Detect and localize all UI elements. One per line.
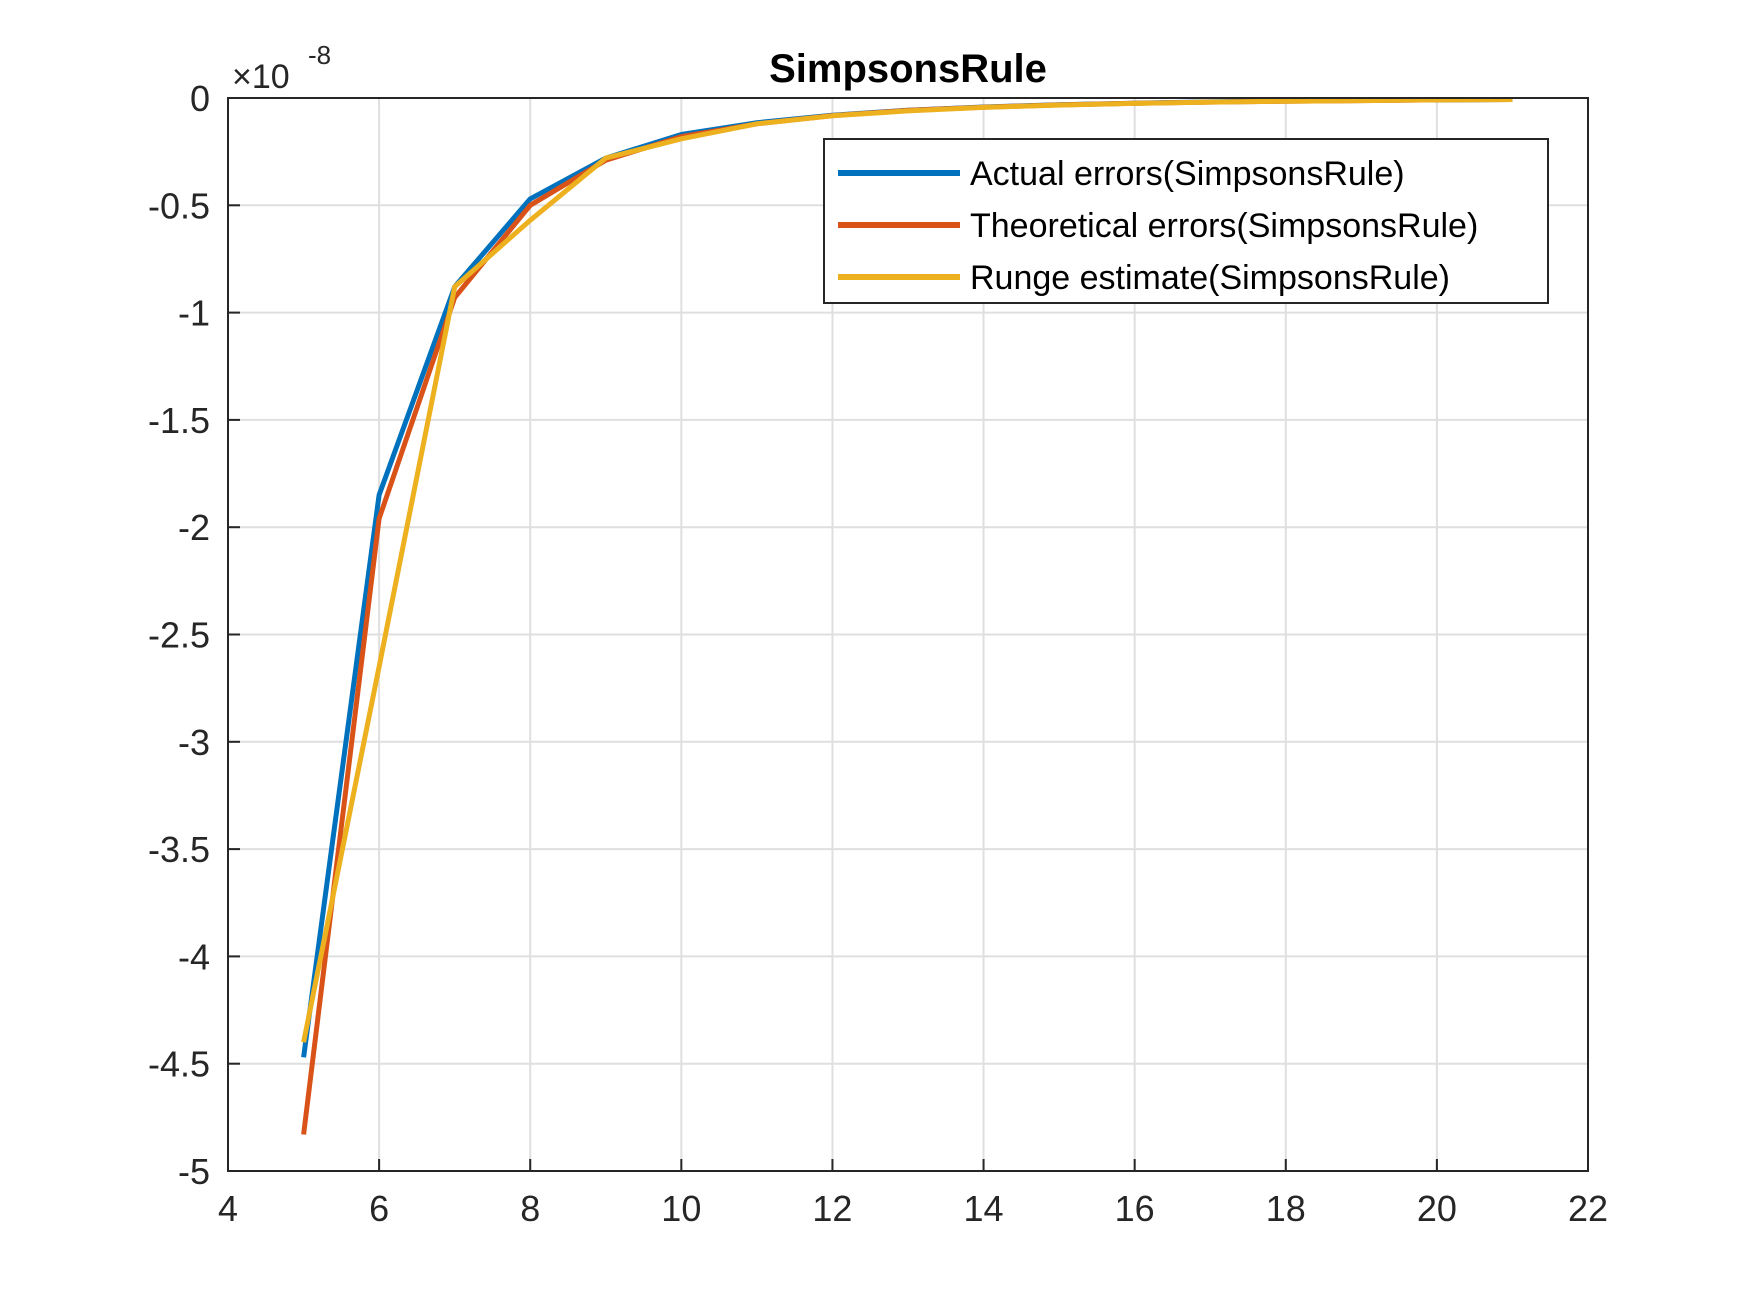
series-line-3 [301, 97, 1513, 1043]
legend: Actual errors(SimpsonsRule) Theoretical e… [823, 138, 1549, 304]
y-exponent-label: ×10 -8 [232, 40, 331, 96]
y-exponent-base: ×10 [232, 58, 290, 96]
chart-title: SimpsonsRule [769, 47, 1047, 91]
x-tick-label: 8 [520, 1188, 540, 1229]
y-tick-label: -3.5 [148, 829, 210, 870]
y-tick-label: -5 [178, 1151, 210, 1192]
legend-label-2: Theoretical errors(SimpsonsRule) [970, 207, 1478, 245]
y-tick-label: -0.5 [148, 185, 210, 226]
x-tick-label: 20 [1417, 1188, 1457, 1229]
legend-label-1: Actual errors(SimpsonsRule) [970, 155, 1405, 193]
series-lines [301, 97, 1513, 1135]
y-tick-label: -1 [178, 293, 210, 334]
x-tick-label: 22 [1568, 1188, 1608, 1229]
x-tick-label: 14 [964, 1188, 1004, 1229]
x-tick-label: 12 [812, 1188, 852, 1229]
y-tick-label: -4 [178, 936, 210, 977]
y-tick-label: -1.5 [148, 400, 210, 441]
x-tick-label: 10 [661, 1188, 701, 1229]
axis-ticks: 4 6 8 10 12 14 16 18 20 22 0 -0.5 -1 -1.5 -2 -2.5 -3 -3.5… [148, 78, 1608, 1229]
y-exponent-power: -8 [308, 40, 331, 70]
x-tick-label: 16 [1115, 1188, 1155, 1229]
x-tick-label: 4 [218, 1188, 238, 1229]
x-tick-label: 6 [369, 1188, 389, 1229]
y-tick-label: -3 [178, 722, 210, 763]
y-tick-label: -4.5 [148, 1044, 210, 1085]
y-tick-label: 0 [190, 78, 210, 119]
y-tick-label: -2 [178, 507, 210, 548]
y-tick-label: -2.5 [148, 615, 210, 656]
legend-label-3: Runge estimate(SimpsonsRule) [970, 259, 1450, 297]
x-tick-label: 18 [1266, 1188, 1306, 1229]
